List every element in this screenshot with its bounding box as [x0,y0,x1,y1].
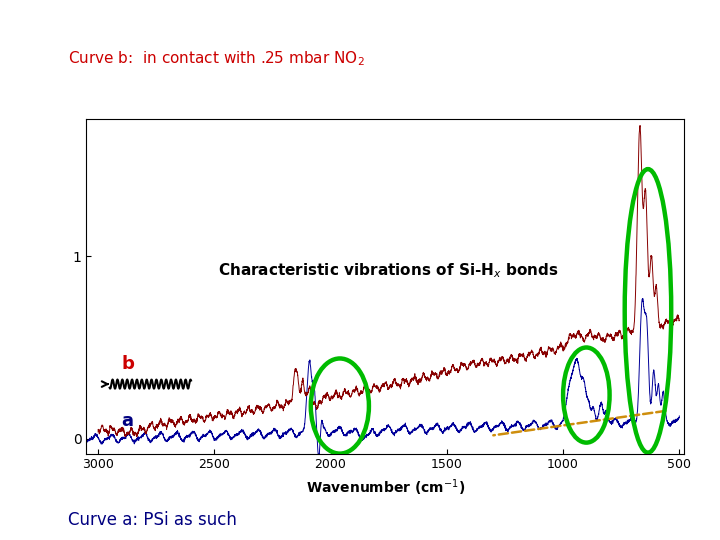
Text: Characteristic vibrations of Si-H$_x$ bonds: Characteristic vibrations of Si-H$_x$ bo… [218,261,559,280]
Text: a: a [121,412,133,430]
Text: b: b [121,355,134,373]
X-axis label: Wavenumber (cm$^{-1}$): Wavenumber (cm$^{-1}$) [305,477,465,498]
Text: Curve b:  in contact with .25 mbar NO$_2$: Curve b: in contact with .25 mbar NO$_2$ [68,49,365,68]
Text: Curve a: PSi as such: Curve a: PSi as such [68,511,238,529]
